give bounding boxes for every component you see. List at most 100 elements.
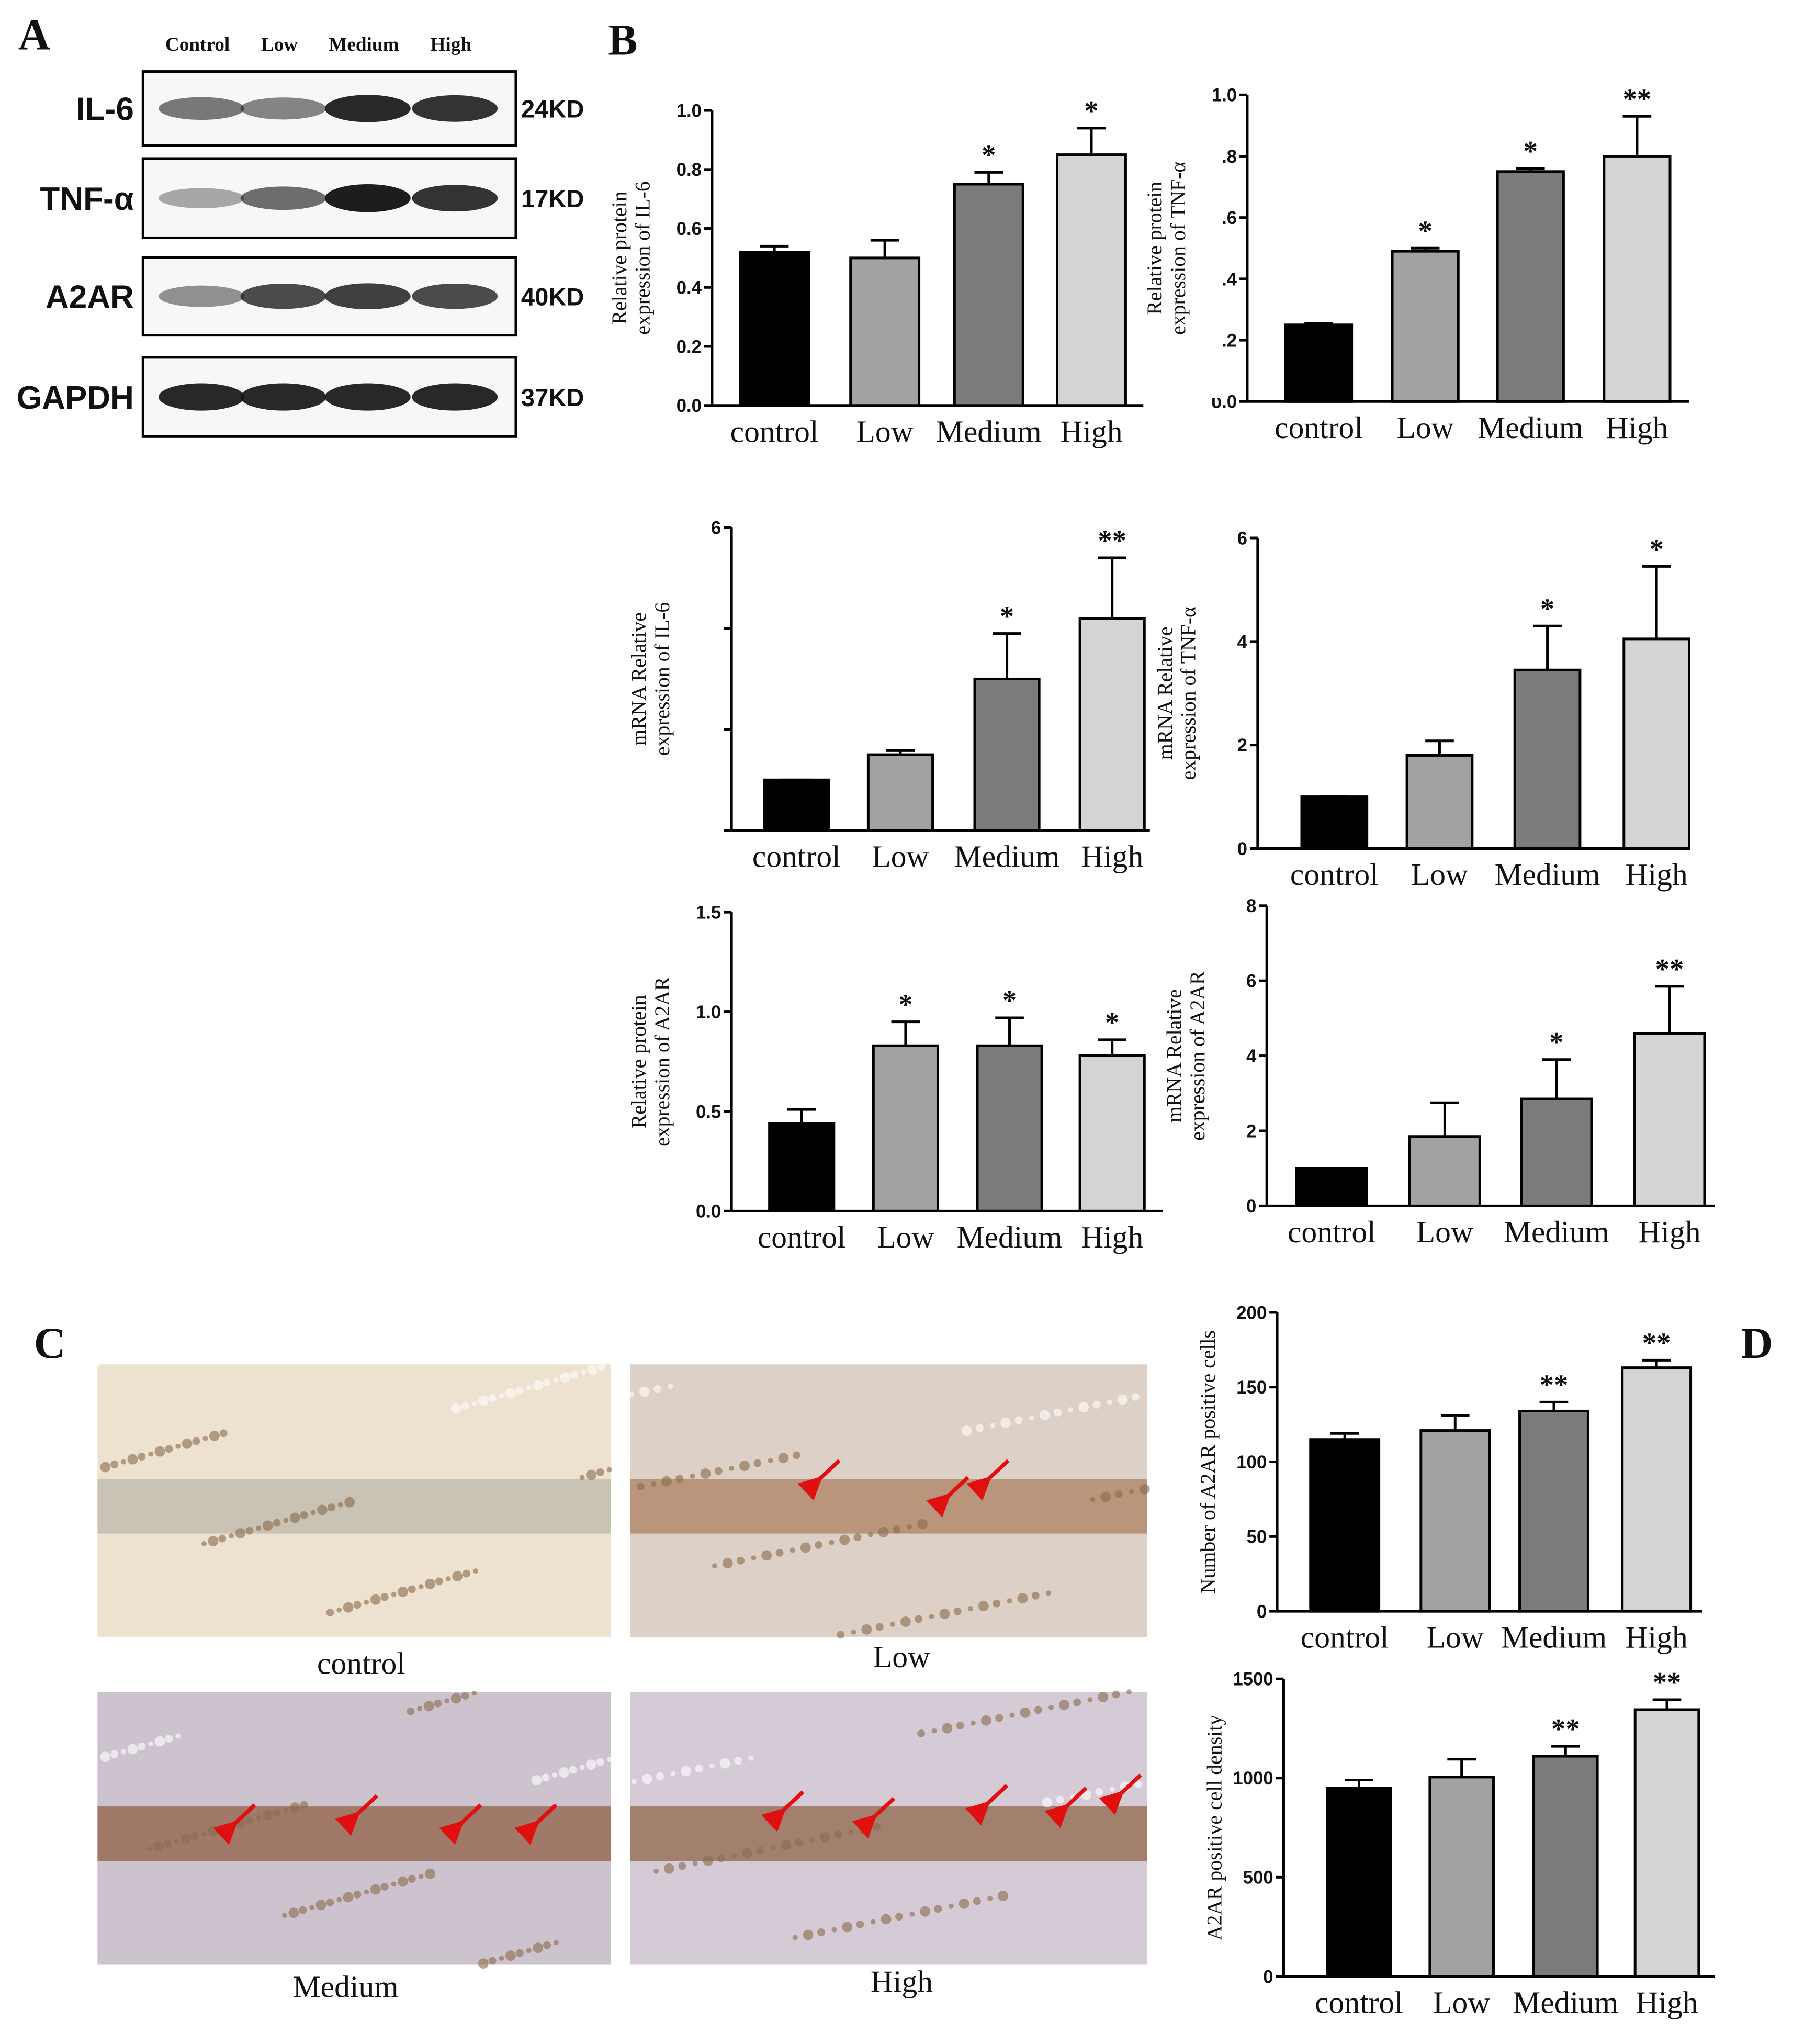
bar	[1603, 154, 1672, 403]
error-bar	[1655, 985, 1684, 1034]
significance: *	[1540, 592, 1554, 624]
bar-chart: 0.0 0.5 1.0 1.5 control * Low * Medium * High Relat…	[627, 903, 1163, 1254]
cell	[834, 1830, 842, 1839]
cell	[973, 1897, 981, 1905]
cell	[1100, 1491, 1111, 1502]
y-tick-label: 6	[1246, 972, 1256, 992]
error-bar	[886, 749, 915, 755]
bar	[953, 183, 1024, 407]
cell	[154, 1736, 165, 1747]
bar	[1326, 1787, 1392, 1978]
blot-band	[324, 95, 411, 122]
cell	[148, 1451, 154, 1457]
error-bar	[891, 1020, 920, 1046]
cell	[942, 1723, 953, 1734]
x-tick-label: control	[752, 839, 841, 873]
cell	[208, 1825, 219, 1836]
y-axis-label: mRNA Relative	[1154, 626, 1177, 760]
cell	[343, 1892, 354, 1903]
row-label: A2AR	[46, 279, 134, 316]
cell	[526, 1385, 532, 1390]
cell	[722, 1558, 733, 1569]
cell	[890, 1621, 896, 1627]
cell	[397, 1586, 408, 1597]
cell	[842, 1922, 853, 1933]
cell	[929, 1614, 934, 1620]
cell	[1092, 1400, 1101, 1409]
significance: *	[1524, 135, 1538, 167]
arrow	[514, 1803, 558, 1845]
bar	[1408, 1135, 1481, 1207]
cell	[364, 1599, 369, 1605]
blot-band	[159, 97, 244, 120]
cell	[668, 1384, 673, 1389]
cell	[1095, 1788, 1103, 1796]
x-tick-label: Low	[856, 414, 914, 448]
blot-band	[324, 383, 411, 411]
error-bar	[1551, 1745, 1580, 1757]
cell	[639, 1386, 650, 1397]
cell	[1020, 1707, 1031, 1718]
image-caption: control	[317, 1646, 405, 1680]
arrow	[761, 1790, 805, 1832]
cell	[533, 1380, 544, 1390]
bar	[1532, 1755, 1599, 1978]
y-tick-label: υ.0	[1211, 392, 1237, 412]
panel-label: A	[18, 10, 50, 59]
cell	[553, 1377, 559, 1383]
x-tick-label: control	[758, 1220, 846, 1254]
cell	[853, 1533, 862, 1542]
cell	[100, 1462, 111, 1473]
cell	[861, 1624, 872, 1635]
cell	[154, 1446, 165, 1457]
cell	[651, 1481, 657, 1487]
cell	[731, 1852, 737, 1858]
blot-band	[324, 184, 411, 212]
cell	[851, 1629, 856, 1635]
cell	[353, 1890, 362, 1899]
y-axis-label: expression of A2AR	[651, 976, 674, 1147]
x-tick-label: High	[1626, 1620, 1688, 1655]
cell	[463, 1569, 471, 1578]
cell	[739, 1461, 750, 1471]
cell	[907, 1524, 912, 1530]
significance: **	[1655, 953, 1684, 985]
cell	[761, 1550, 772, 1561]
cell	[181, 1833, 191, 1844]
cell	[856, 1921, 864, 1928]
y-tick-label: 200	[1236, 1303, 1267, 1323]
x-tick-label: High	[1060, 414, 1122, 448]
y-tick-label: 0	[1246, 1197, 1256, 1217]
y-tick-label: 0.2	[676, 337, 702, 357]
cell	[407, 1707, 415, 1715]
cell	[127, 1744, 138, 1755]
cell	[408, 1875, 416, 1883]
cell	[579, 1475, 585, 1480]
cell	[336, 1897, 342, 1903]
cell	[998, 1890, 1009, 1901]
cell	[515, 1386, 524, 1395]
cell	[245, 1816, 254, 1825]
y-axis-label: expression of TNF-α	[1167, 162, 1190, 335]
panel-label: B	[608, 16, 637, 64]
y-axis-label: mRNA Relative	[627, 612, 650, 746]
cell	[153, 1841, 164, 1852]
cell	[770, 1845, 776, 1851]
cell	[208, 1536, 219, 1546]
cell	[299, 1906, 307, 1914]
y-tick-label: 6	[711, 519, 721, 538]
cell	[1068, 1407, 1074, 1413]
cell	[229, 1533, 234, 1539]
ihc-images: control Low Medium High	[95, 1362, 1150, 2004]
error-bar	[870, 239, 899, 258]
cell	[803, 1929, 814, 1940]
blot-band	[159, 383, 244, 411]
y-tick-label: 50	[1247, 1528, 1267, 1547]
cell	[218, 1824, 227, 1833]
cell	[283, 1518, 289, 1523]
cell	[712, 1563, 717, 1569]
cell	[678, 1862, 686, 1870]
y-axis-label: A2AR positive cell density	[1203, 1715, 1226, 1940]
cell	[987, 1895, 993, 1901]
cell	[920, 1906, 931, 1917]
